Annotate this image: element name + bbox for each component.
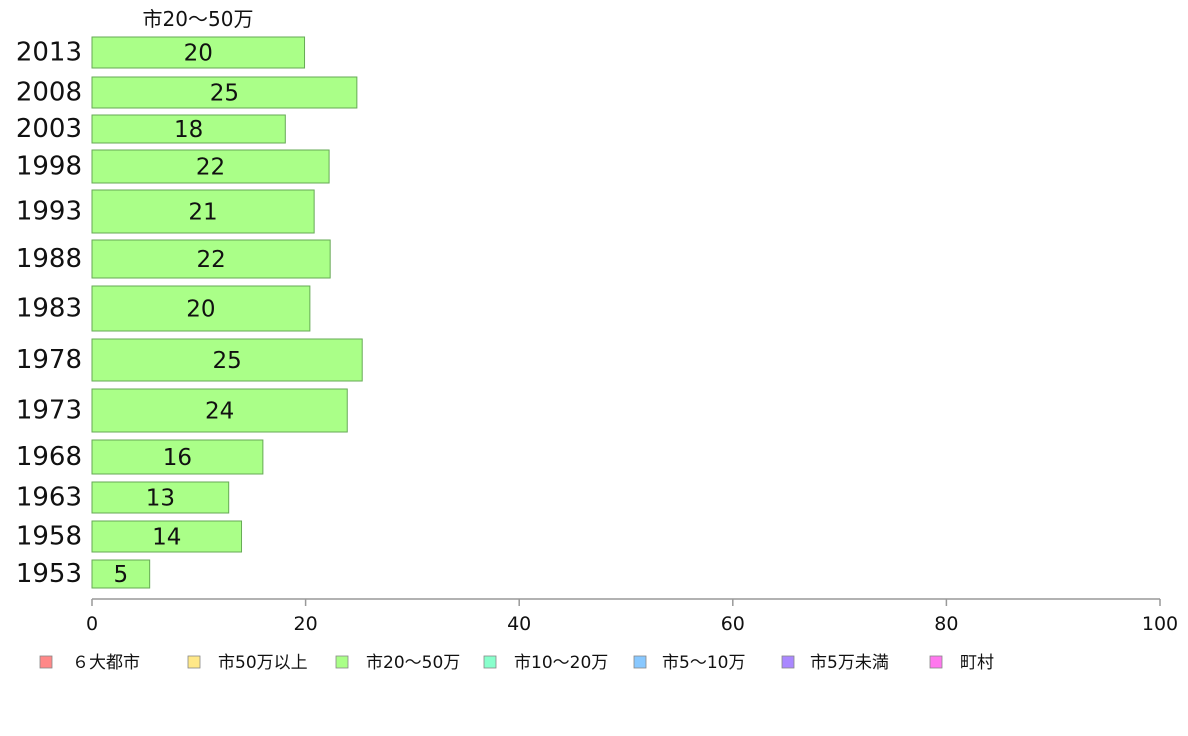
data-label: 20 bbox=[186, 297, 215, 323]
legend-label: 市10〜20万 bbox=[514, 653, 608, 673]
data-label: 22 bbox=[196, 247, 225, 273]
x-tick-label: 100 bbox=[1142, 613, 1178, 635]
data-label: 25 bbox=[210, 81, 239, 107]
category-label: 1993 bbox=[16, 197, 82, 227]
data-label: 21 bbox=[188, 200, 217, 226]
data-label: 18 bbox=[174, 117, 203, 143]
bar bbox=[91, 388, 348, 433]
category-label: 1983 bbox=[16, 294, 82, 324]
data-label: 13 bbox=[146, 486, 175, 512]
legend-label: 市50万以上 bbox=[218, 653, 308, 673]
legend-swatch bbox=[335, 655, 349, 669]
data-label: 16 bbox=[163, 445, 192, 471]
legend: ６大都市 市50万以上 市20〜50万 市10〜20万 市5〜10万 市5万未満 町村 bbox=[39, 653, 994, 673]
legend-swatch bbox=[187, 655, 201, 669]
category-label: 1978 bbox=[16, 345, 82, 375]
data-labels: 20 25 18 22 21 22 20 25 24 16 13 14 5 bbox=[114, 41, 242, 589]
data-label: 20 bbox=[184, 41, 213, 67]
x-tick-label: 60 bbox=[721, 613, 745, 635]
legend-swatch bbox=[781, 655, 795, 669]
category-label: 1953 bbox=[16, 559, 82, 589]
bar bbox=[91, 520, 243, 553]
legend-swatch bbox=[483, 655, 497, 669]
bar bbox=[91, 239, 331, 279]
bar bbox=[91, 76, 358, 109]
legend-swatch bbox=[39, 655, 53, 669]
bars-layer bbox=[91, 36, 363, 589]
legend-label: 市5万未満 bbox=[810, 653, 889, 673]
legend-label: 町村 bbox=[960, 653, 994, 673]
category-label: 2008 bbox=[16, 78, 82, 108]
legend-swatch bbox=[929, 655, 943, 669]
bar bbox=[91, 559, 151, 589]
category-label: 1998 bbox=[16, 152, 82, 182]
bar bbox=[91, 36, 306, 69]
bar bbox=[91, 285, 311, 332]
category-label: 1988 bbox=[16, 244, 82, 274]
x-axis: 0 20 40 60 80 100 bbox=[86, 598, 1178, 635]
legend-label: ６大都市 bbox=[72, 653, 140, 673]
data-label: 14 bbox=[152, 525, 181, 551]
legend-swatch bbox=[633, 655, 647, 669]
data-label: 5 bbox=[114, 562, 129, 588]
bar bbox=[91, 189, 315, 234]
data-label: 25 bbox=[212, 348, 241, 374]
bar bbox=[91, 338, 363, 382]
category-labels: 2013 2008 2003 1998 1993 1988 1983 1978 1973 1968… bbox=[16, 38, 82, 590]
bar bbox=[91, 114, 286, 144]
category-label: 1963 bbox=[16, 483, 82, 513]
data-label: 22 bbox=[196, 155, 225, 181]
data-label: 24 bbox=[205, 399, 234, 425]
x-tick-label: 40 bbox=[507, 613, 531, 635]
category-label: 1973 bbox=[16, 396, 82, 426]
legend-label: 市5〜10万 bbox=[662, 653, 745, 673]
x-tick-label: 0 bbox=[86, 613, 98, 635]
bar bbox=[91, 149, 330, 184]
category-label: 2003 bbox=[16, 114, 82, 144]
bar bbox=[91, 481, 230, 514]
category-label: 1968 bbox=[16, 442, 82, 472]
category-label: 2013 bbox=[16, 38, 82, 68]
x-tick-label: 80 bbox=[934, 613, 958, 635]
series-title: 市20〜50万 bbox=[143, 7, 254, 31]
legend-label: 市20〜50万 bbox=[366, 653, 460, 673]
bar bbox=[91, 439, 264, 475]
x-tick-label: 20 bbox=[294, 613, 318, 635]
category-label: 1958 bbox=[16, 522, 82, 552]
